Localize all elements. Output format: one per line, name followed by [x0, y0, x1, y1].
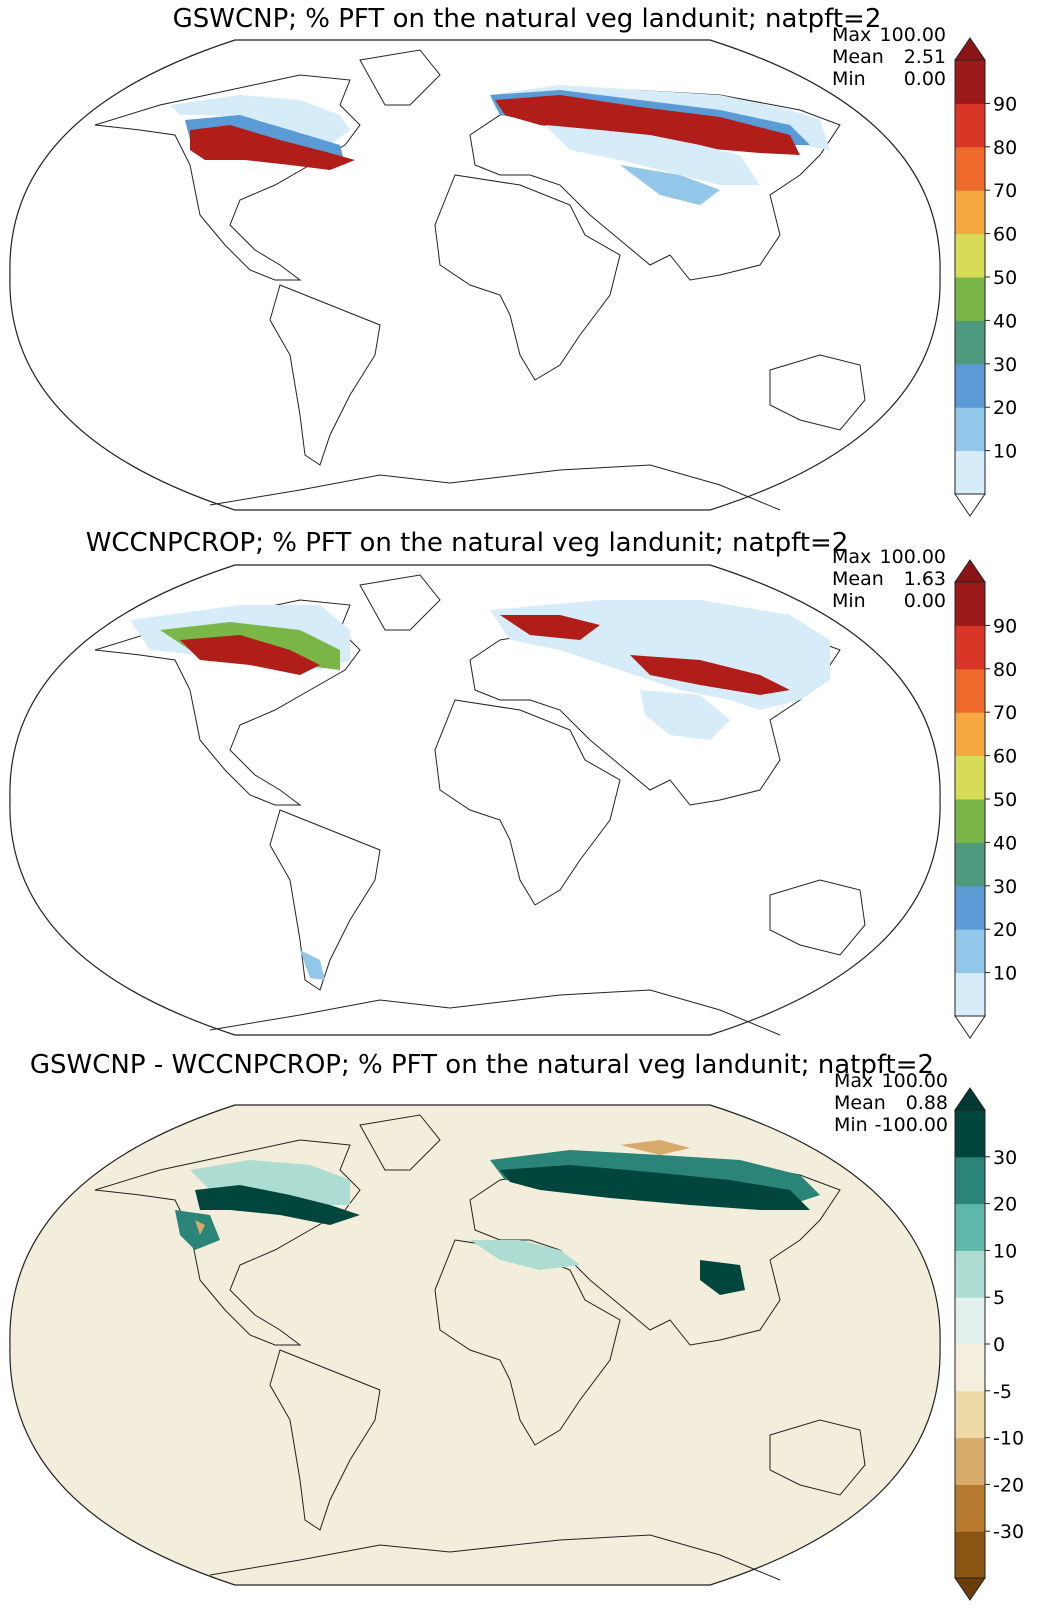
- colorbar-tick-label: 10: [993, 1240, 1017, 1262]
- colorbar-segment: [955, 277, 985, 321]
- stats-box-1: Max 100.00 Mean 2.51 Min 0.00: [832, 24, 946, 90]
- colorbar-segment: [955, 407, 985, 452]
- colorbar-segment: [955, 1390, 985, 1439]
- colorbar-tick-label: 90: [993, 93, 1017, 115]
- colorbar-tick-label: -30: [993, 1521, 1024, 1543]
- colorbar-segment: [955, 60, 985, 104]
- colorbar-segment: [955, 799, 985, 843]
- colorbar-tick-label: 90: [993, 615, 1017, 637]
- stat-mean-1: Mean 2.51: [832, 46, 946, 68]
- colorbar-tick-label: 40: [993, 832, 1017, 854]
- colorbar-segment: [955, 190, 985, 235]
- colorbar-segment: [955, 1110, 985, 1158]
- colorbar-extend-low: [954, 493, 986, 517]
- colorbar-tick-label: 10: [993, 441, 1017, 463]
- panel-title-2: WCCNPCROP; % PFT on the natural veg land…: [85, 528, 849, 558]
- world-map-1: [9, 39, 941, 511]
- colorbar-segment: [955, 625, 985, 670]
- colorbar-segment: [955, 842, 985, 887]
- stat-min-3: Min -100.00: [834, 1114, 948, 1136]
- colorbar-segment: [955, 712, 985, 757]
- colorbar-segment: [955, 233, 985, 278]
- colorbar-segment: [955, 582, 985, 626]
- colorbar-tick-label: 30: [993, 354, 1017, 376]
- map-panel-2: WCCNPCROP; % PFT on the natural veg land…: [0, 520, 1054, 1040]
- colorbar-tick-label: -10: [993, 1428, 1024, 1450]
- panel-title-1: GSWCNP; % PFT on the natural veg landuni…: [172, 4, 882, 34]
- colorbar-tick-label: 20: [993, 397, 1017, 419]
- colorbar-segment: [955, 320, 985, 365]
- colorbar-3: -30 -20 -10 -5 0 5 10 20 30: [954, 1087, 1024, 1601]
- colorbar-segment: [955, 450, 985, 495]
- colorbar-tick-label: 70: [993, 180, 1017, 202]
- colorbar-tick-label: 60: [993, 224, 1017, 246]
- colorbar-tick-label: 60: [993, 746, 1017, 768]
- colorbar-2: 10 20 30 40 50 60 70 80 90: [954, 559, 1017, 1039]
- stat-mean-2: Mean 1.63: [832, 568, 946, 590]
- stats-box-2: Max 100.00 Mean 1.63 Min 0.00: [832, 546, 946, 612]
- colorbar-segment: [955, 972, 985, 1017]
- stat-max-1: Max 100.00: [832, 24, 946, 46]
- colorbar-segment: [955, 1156, 985, 1205]
- stat-min-2: Min 0.00: [832, 590, 946, 612]
- colorbar-tick-label: 20: [993, 919, 1017, 941]
- colorbar-tick-label: 20: [993, 1194, 1017, 1216]
- colorbar-tick-label: -20: [993, 1474, 1024, 1496]
- colorbar-segment: [955, 1344, 985, 1392]
- map-panel-1: GSWCNP; % PFT on the natural veg landuni…: [0, 0, 1054, 520]
- colorbar-tick-label: 5: [993, 1287, 1005, 1309]
- colorbar-segment: [955, 363, 985, 408]
- colorbar-segment: [955, 146, 985, 191]
- map-data-2: [130, 600, 830, 980]
- colorbar-1: 10 20 30 40 50 60 70 80 90: [954, 37, 1017, 517]
- world-map-2: [9, 564, 941, 1036]
- colorbar-extend-high: [954, 559, 986, 583]
- colorbar-segment: [955, 103, 985, 148]
- colorbar-extend-high: [954, 1087, 986, 1111]
- colorbar-tick-label: 30: [993, 876, 1017, 898]
- stat-min-1: Min 0.00: [832, 68, 946, 90]
- colorbar-segment: [955, 1297, 985, 1345]
- colorbar-segment: [955, 755, 985, 800]
- colorbar-extend-low: [954, 1015, 986, 1039]
- stat-mean-3: Mean 0.88: [834, 1092, 948, 1114]
- stat-max-2: Max 100.00: [832, 546, 946, 568]
- colorbar-segment: [955, 668, 985, 713]
- world-map-3: [9, 1104, 941, 1586]
- stats-box-3: Max 100.00 Mean 0.88 Min -100.00: [834, 1070, 948, 1136]
- colorbar-tick-label: 80: [993, 137, 1017, 159]
- colorbar-tick-label: -5: [993, 1381, 1012, 1403]
- colorbar-segment: [955, 885, 985, 930]
- colorbar-tick-label: 70: [993, 702, 1017, 724]
- colorbar-tick-label: 50: [993, 267, 1017, 289]
- map-data-1: [170, 85, 830, 205]
- colorbar-tick-label: 10: [993, 963, 1017, 985]
- colorbar-extend-high: [954, 37, 986, 61]
- colorbar-tick-label: 50: [993, 789, 1017, 811]
- colorbar-tick-label: 40: [993, 310, 1017, 332]
- stat-max-3: Max 100.00: [834, 1070, 948, 1092]
- colorbar-extend-low: [954, 1577, 986, 1601]
- colorbar-segment: [955, 1203, 985, 1251]
- colorbar-segment: [955, 1250, 985, 1298]
- map-data-3: [175, 1140, 820, 1295]
- colorbar-tick-label: 80: [993, 659, 1017, 681]
- map-panel-3: GSWCNP - WCCNPCROP; % PFT on the natural…: [0, 1040, 1054, 1611]
- colorbar-segment: [955, 1531, 985, 1579]
- colorbar-tick-label: 30: [993, 1147, 1017, 1169]
- colorbar-segment: [955, 1437, 985, 1485]
- panel-title-3: GSWCNP - WCCNPCROP; % PFT on the natural…: [29, 1050, 935, 1080]
- colorbar-segment: [955, 929, 985, 974]
- colorbar-segment: [955, 1484, 985, 1532]
- colorbar-tick-label: 0: [993, 1334, 1005, 1356]
